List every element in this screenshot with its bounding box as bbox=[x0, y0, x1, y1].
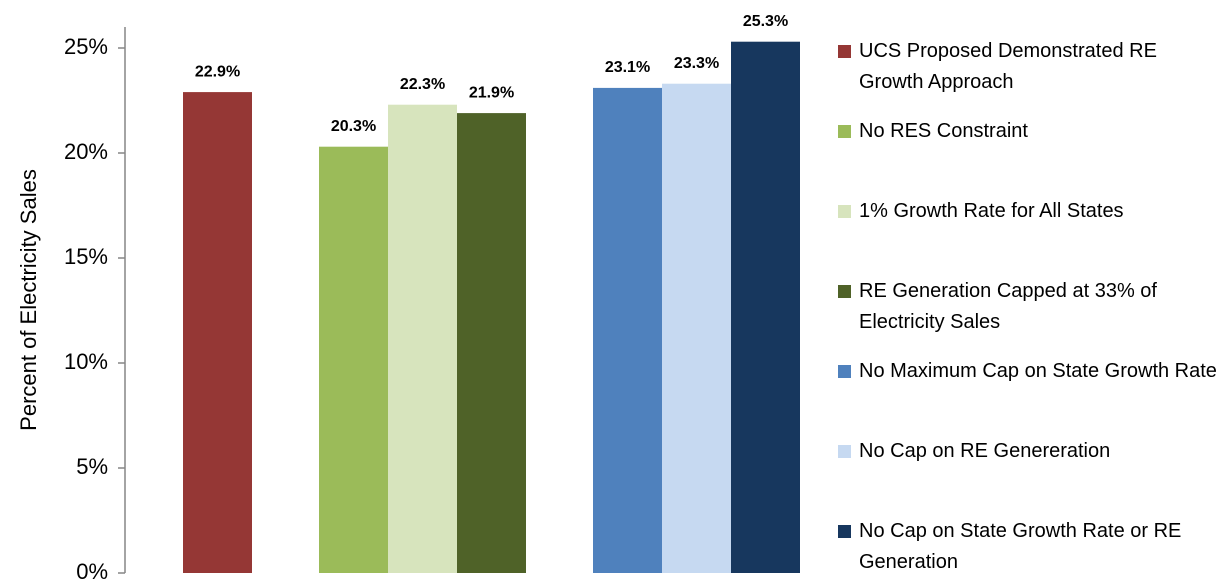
data-label: 23.1% bbox=[605, 59, 650, 76]
legend-item: No Maximum Cap on State Growth Rate bbox=[838, 356, 1221, 387]
legend-item: No RES Constraint bbox=[838, 116, 1221, 147]
bar bbox=[731, 41, 800, 573]
data-label: 21.9% bbox=[469, 84, 514, 101]
legend-item: No Cap on State Growth Rate or RE Genera… bbox=[838, 516, 1221, 578]
data-label: 23.3% bbox=[674, 55, 719, 72]
data-label: 22.9% bbox=[195, 63, 240, 80]
legend-label: UCS Proposed Demonstrated RE Growth Appr… bbox=[859, 40, 1157, 93]
y-tick-label: 0% bbox=[76, 559, 108, 583]
legend-swatch bbox=[838, 445, 851, 458]
legend-swatch bbox=[838, 125, 851, 138]
legend-swatch bbox=[838, 205, 851, 218]
legend-label: No Cap on RE Genereration bbox=[859, 440, 1111, 462]
legend-label: RE Generation Capped at 33% of Electrici… bbox=[859, 280, 1157, 333]
y-tick-label: 5% bbox=[76, 454, 108, 479]
legend-item: No Cap on RE Genereration bbox=[838, 436, 1221, 467]
y-tick-label: 25% bbox=[64, 34, 108, 59]
bar bbox=[388, 104, 457, 573]
bar bbox=[183, 92, 252, 573]
bar bbox=[593, 87, 662, 574]
data-label: 22.3% bbox=[400, 76, 445, 93]
bar bbox=[319, 146, 388, 573]
y-tick-label: 20% bbox=[64, 139, 108, 164]
legend-label: 1% Growth Rate for All States bbox=[859, 200, 1124, 222]
y-tick-label: 10% bbox=[64, 349, 108, 374]
bar bbox=[457, 113, 526, 573]
legend-label: No Maximum Cap on State Growth Rate bbox=[859, 360, 1217, 382]
legend-label: No RES Constraint bbox=[859, 120, 1028, 142]
y-tick-label: 15% bbox=[64, 244, 108, 269]
legend-swatch bbox=[838, 365, 851, 378]
legend-item: UCS Proposed Demonstrated RE Growth Appr… bbox=[838, 36, 1221, 98]
legend-item: RE Generation Capped at 33% of Electrici… bbox=[838, 276, 1221, 338]
legend-swatch bbox=[838, 45, 851, 58]
data-label: 25.3% bbox=[743, 13, 788, 30]
data-label: 20.3% bbox=[331, 118, 376, 135]
legend-label: No Cap on State Growth Rate or RE Genera… bbox=[859, 520, 1182, 573]
legend-swatch bbox=[838, 285, 851, 298]
legend-swatch bbox=[838, 525, 851, 538]
legend-item: 1% Growth Rate for All States bbox=[838, 196, 1221, 227]
bar bbox=[662, 83, 731, 573]
y-axis-label: Percent of Electricity Sales bbox=[16, 169, 41, 431]
